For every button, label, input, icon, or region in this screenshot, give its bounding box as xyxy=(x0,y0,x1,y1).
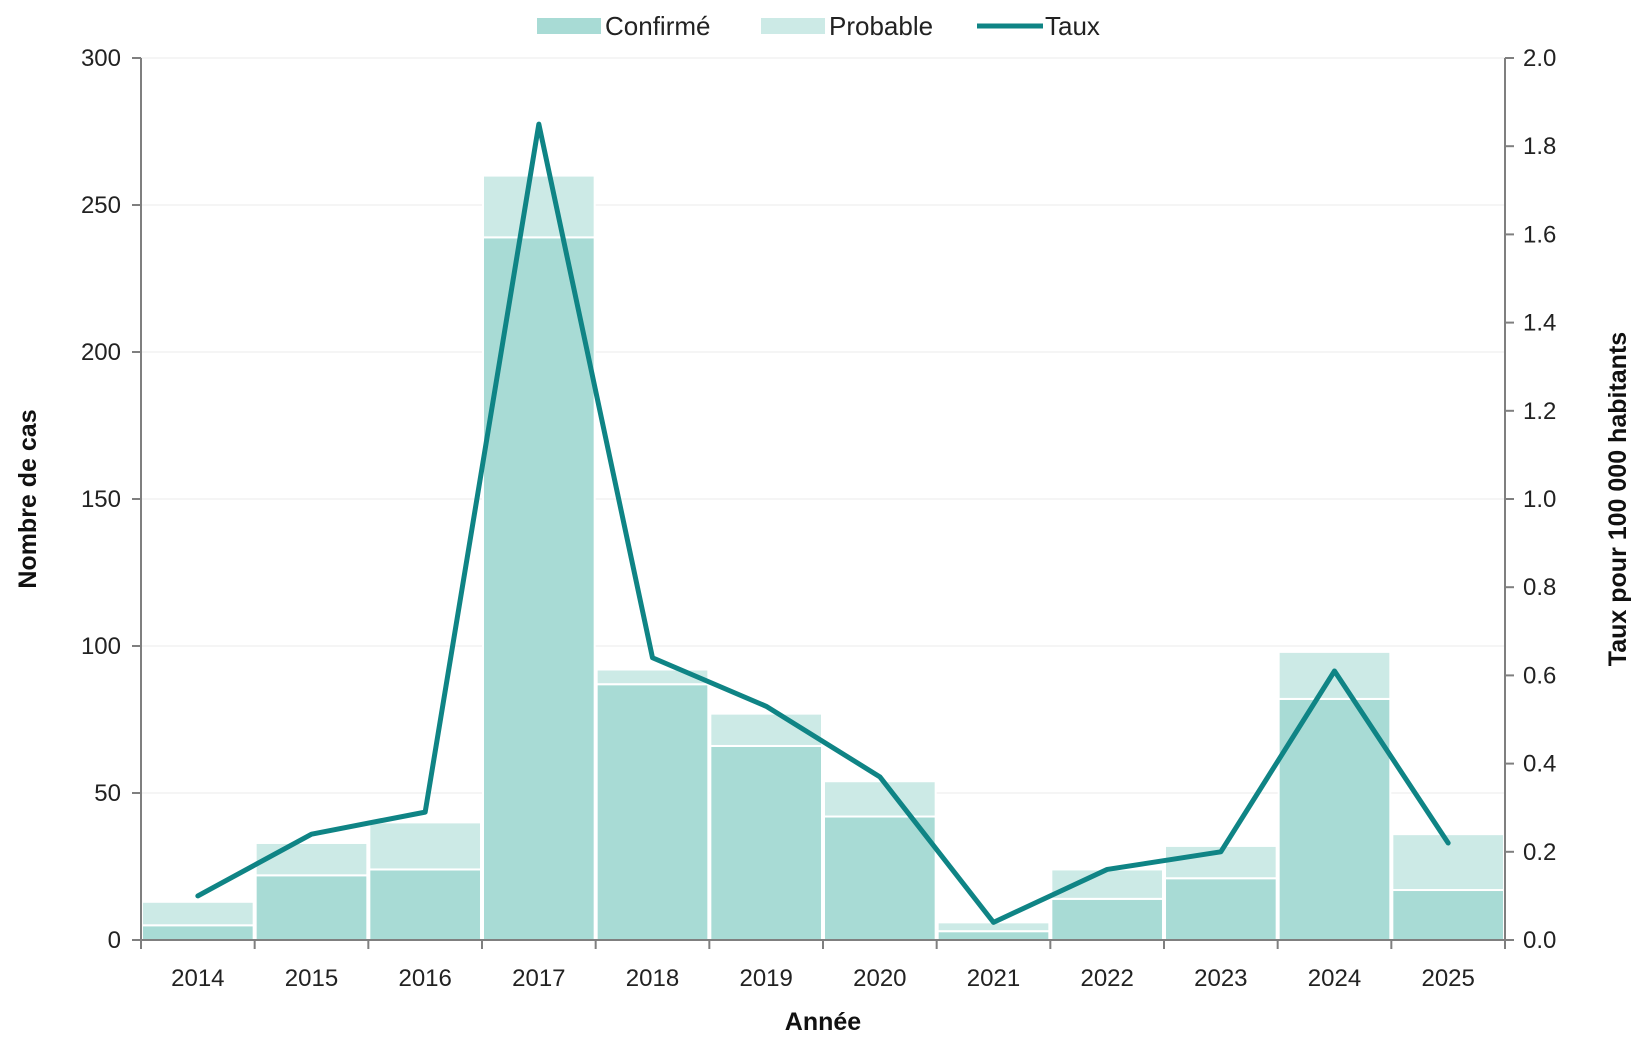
y-tick-label: 250 xyxy=(81,192,121,219)
y-tick-label: 50 xyxy=(94,780,121,807)
point-taux-2022 xyxy=(1105,867,1109,871)
bar-probable-2023 xyxy=(1164,844,1278,880)
point-taux-2015 xyxy=(310,832,313,836)
bar-confirm-2025 xyxy=(1391,889,1506,942)
legend-swatch-probable xyxy=(761,18,825,34)
y2-tick-label: 1.2 xyxy=(1523,398,1556,425)
bar-probable-2016 xyxy=(368,821,483,871)
bar-probable-2020 xyxy=(823,780,937,818)
x-tick-label-2017: 2017 xyxy=(512,965,565,992)
legend: Confirmé Probable Taux xyxy=(537,11,1100,41)
point-taux-2016 xyxy=(423,810,427,814)
y2-axis-title: Taux pour 100 000 habitants xyxy=(1604,332,1632,666)
bar-probable-2014 xyxy=(141,900,255,927)
bar-confirm-2018 xyxy=(595,683,710,941)
bar-series xyxy=(141,174,1506,942)
y-tick-label: 100 xyxy=(81,633,121,660)
y-tick-label: 200 xyxy=(81,339,121,366)
y2-tick-label: 1.6 xyxy=(1523,221,1556,248)
point-taux-2023 xyxy=(1219,850,1223,854)
legend-label-confirm: Confirmé xyxy=(605,11,710,41)
line-taux xyxy=(195,121,1451,925)
y-tick-label: 0 xyxy=(108,927,121,954)
y2-tick-label: 1.4 xyxy=(1523,310,1556,337)
x-tick-label-2014: 2014 xyxy=(171,965,224,992)
bar-confirm-2015 xyxy=(254,874,369,942)
bar-confirm-2016 xyxy=(368,868,483,941)
y2-tick-label: 0.8 xyxy=(1523,574,1556,601)
x-tick-label-2023: 2023 xyxy=(1194,965,1247,992)
y2-tick-label: 1.0 xyxy=(1523,486,1556,513)
bar-confirm-2019 xyxy=(709,744,823,942)
bar-confirm-2021 xyxy=(936,930,1051,941)
y2-tick-labels: 0.0 0.2 0.4 0.6 0.8 1.0 1.2 1.4 1.6 1.8 2.0 xyxy=(1523,45,1556,954)
x-tick-label-2019: 2019 xyxy=(739,965,792,992)
bar-confirm-2014 xyxy=(141,924,255,941)
x-tick-label-2022: 2022 xyxy=(1080,965,1133,992)
point-taux-2019 xyxy=(764,704,768,708)
y-axis-title: Nombre de cas xyxy=(14,409,42,588)
y-tick-label: 300 xyxy=(81,45,121,72)
x-tick-label-2016: 2016 xyxy=(398,965,451,992)
y2-tick-label: 0.0 xyxy=(1523,927,1556,954)
point-taux-2021 xyxy=(992,920,995,924)
x-tick-label-2024: 2024 xyxy=(1308,965,1361,992)
bar-confirm-2020 xyxy=(823,815,937,942)
x-tick-label-2025: 2025 xyxy=(1421,965,1474,992)
point-taux-2020 xyxy=(878,775,882,779)
bar-confirm-2017 xyxy=(482,236,596,941)
legend-swatch-confirm xyxy=(537,18,601,34)
bar-probable-2022 xyxy=(1050,868,1165,900)
bar-probable-2017 xyxy=(482,174,596,239)
point-taux-2024 xyxy=(1333,669,1336,673)
point-taux-2017 xyxy=(537,122,541,126)
y2-tick-label: 0.2 xyxy=(1523,839,1556,866)
x-tick-labels: 2014 2015 2016 2017 2018 2019 2020 2021 2022 2023… xyxy=(171,965,1475,992)
bar-confirm-2023 xyxy=(1164,877,1278,942)
gridlines xyxy=(141,57,1505,794)
line-series xyxy=(195,121,1451,925)
y2-tick-label: 0.6 xyxy=(1523,662,1556,689)
y2-tick-label: 1.8 xyxy=(1523,133,1556,160)
x-axis-title: Année xyxy=(785,1008,862,1036)
point-taux-2018 xyxy=(651,656,654,660)
point-taux-2014 xyxy=(196,894,200,898)
point-taux-2025 xyxy=(1446,841,1450,845)
x-tick-label-2018: 2018 xyxy=(626,965,679,992)
x-tick-label-2021: 2021 xyxy=(967,965,1020,992)
x-tick-label-2020: 2020 xyxy=(853,965,906,992)
bar-confirm-2022 xyxy=(1050,897,1165,942)
x-tick-label-2015: 2015 xyxy=(285,965,338,992)
y-tick-labels: 0 50 100 150 200 250 300 xyxy=(81,45,121,954)
axes xyxy=(132,57,1514,949)
legend-label-probable: Probable xyxy=(829,11,933,41)
legend-label-taux: Taux xyxy=(1045,11,1100,41)
y-tick-label: 150 xyxy=(81,486,121,513)
y2-tick-label: 2.0 xyxy=(1523,45,1556,72)
bar-probable-2018 xyxy=(595,668,710,686)
y2-tick-label: 0.4 xyxy=(1523,751,1556,778)
bar-probable-2015 xyxy=(254,841,369,877)
